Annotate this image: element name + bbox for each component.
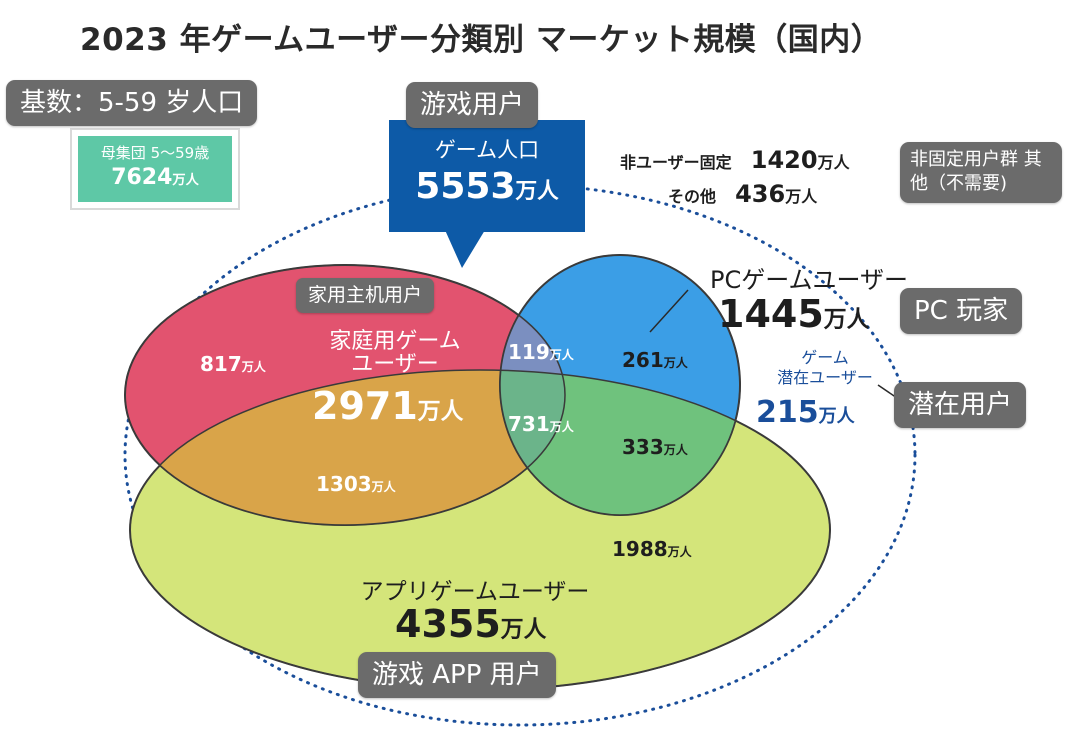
page-title: 2023 年ゲームユーザー分類別 マーケット規模（国内） xyxy=(80,22,883,58)
console-users-value: 2971万人 xyxy=(312,384,464,428)
segment-console-app: 1303万人 xyxy=(316,472,396,496)
note-app-users: 游戏 APP 用户 xyxy=(358,652,556,698)
note-potential: 潜在用户 xyxy=(894,382,1027,428)
console-app-overlap xyxy=(130,370,565,525)
segment-app-only: 1988万人 xyxy=(612,537,692,561)
game-box-pointer xyxy=(445,230,485,268)
non-user-other: その他 436万人 xyxy=(668,180,818,208)
note-console-users: 家用主机用户 xyxy=(296,278,435,313)
segment-console-pc: 119万人 xyxy=(508,340,574,364)
game-population-label: ゲーム人口 xyxy=(434,138,540,162)
non-user-fixed: 非ユーザー固定 1420万人 xyxy=(620,146,850,174)
note-non-fixed: 非固定用户群 其他（不需要) xyxy=(900,142,1062,203)
potential-users-value: 215万人 xyxy=(756,395,855,430)
note-pc-players: PC 玩家 xyxy=(900,288,1023,334)
segment-pc-app: 333万人 xyxy=(622,435,688,459)
pc-leader-line xyxy=(649,289,689,333)
note-base: 基数：5-59 岁人口 xyxy=(6,80,258,126)
app-users-label: アプリゲームユーザー xyxy=(360,579,590,605)
population-box: 母集団 5〜59歳 7624万人 xyxy=(70,128,240,210)
game-population-boundary xyxy=(123,183,917,727)
app-users-value: 4355万人 xyxy=(395,602,547,646)
segment-pc-only: 261万人 xyxy=(622,348,688,372)
console-users-label: 家庭用ゲーム ユーザー xyxy=(329,329,461,378)
segment-console-only: 817万人 xyxy=(200,352,266,376)
potential-users-label: ゲーム 潜在ユーザー xyxy=(777,348,873,387)
segment-all-three: 731万人 xyxy=(508,412,574,436)
population-label: 母集団 5〜59歳 xyxy=(100,144,210,162)
pc-app-overlap xyxy=(500,370,740,515)
population-value: 7624万人 xyxy=(111,165,199,190)
game-population-value: 5553万人 xyxy=(415,166,559,207)
game-population-box: ゲーム人口 5553万人 xyxy=(389,120,585,232)
pc-users-value: 1445万人 xyxy=(718,292,870,336)
pc-users-label: PCゲームユーザー xyxy=(710,266,909,294)
note-game-users: 游戏用户 xyxy=(406,82,539,128)
